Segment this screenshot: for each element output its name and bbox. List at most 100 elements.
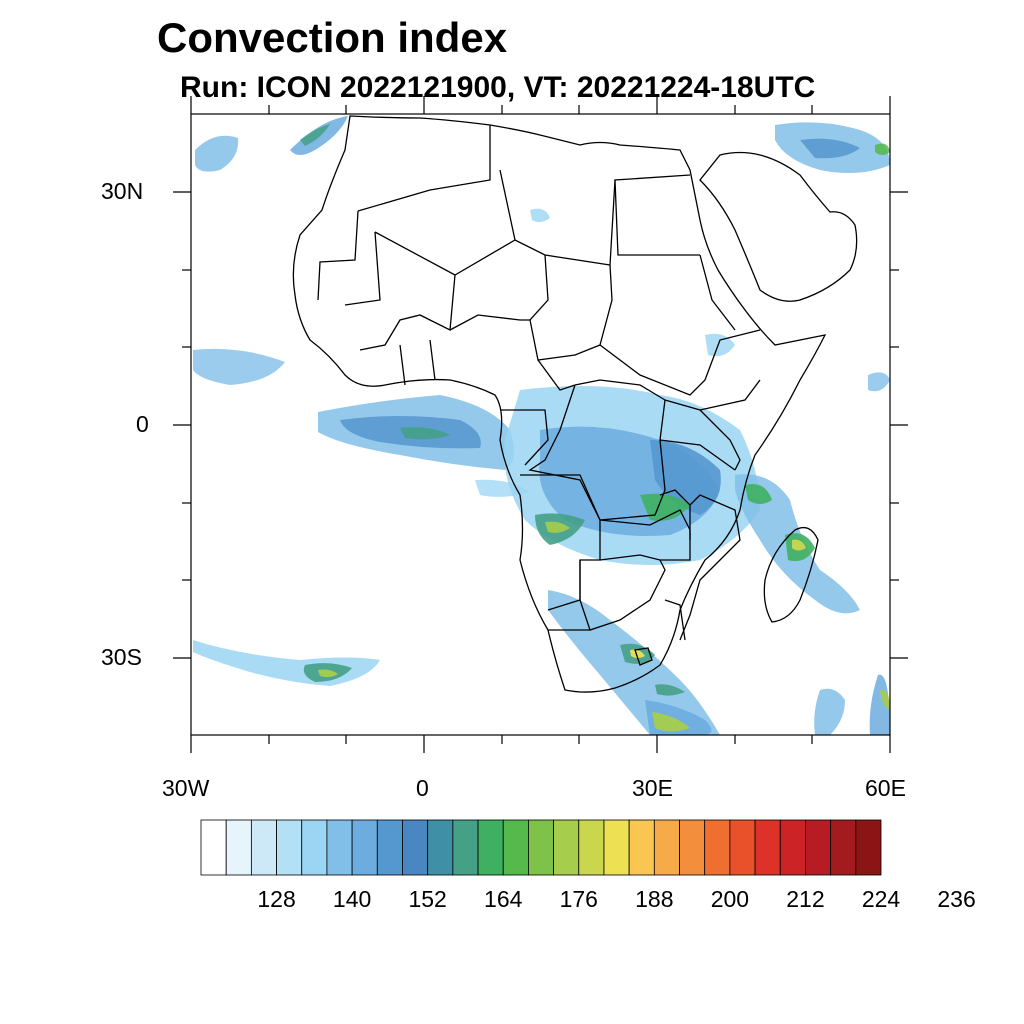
colorbar-swatch [553, 819, 580, 876]
madagascar-coastline [763, 526, 819, 623]
colorbar-swatch [225, 819, 252, 876]
lon-label-30e: 30E [632, 775, 673, 801]
lat-label-30s: 30S [101, 644, 142, 670]
colorbar-swatch [729, 819, 756, 876]
arabia-coastline [699, 151, 858, 302]
convection-area [792, 539, 806, 551]
country-border [529, 254, 613, 361]
colorbar-swatch [402, 819, 429, 876]
convection-area [640, 493, 690, 521]
run-info-subtitle: Run: ICON 2022121900, VT: 20221224-18UTC [180, 71, 816, 104]
colorbar-swatch [704, 819, 731, 876]
country-border [374, 174, 691, 276]
convection-area [400, 427, 450, 440]
colorbar-swatch [351, 819, 378, 876]
coastlines-and-borders [292, 115, 858, 693]
country-border [664, 599, 686, 641]
colorbar-label: 128 [257, 886, 296, 912]
convection-area [875, 143, 890, 155]
colorbar-swatch [250, 819, 277, 876]
colorbar-swatch [452, 819, 479, 876]
convection-area [652, 712, 690, 732]
colorbar-label: 224 [861, 886, 901, 912]
colorbar-swatch [603, 819, 630, 876]
lon-label-0: 0 [416, 775, 429, 801]
convection-area [300, 124, 330, 146]
country-border [399, 344, 406, 386]
colorbar-label: 236 [937, 886, 976, 912]
colorbar-swatch [276, 819, 303, 876]
colorbar-swatch [779, 819, 806, 876]
colorbar-label: 152 [408, 886, 447, 912]
convection-area [880, 689, 890, 710]
convection-area [195, 135, 239, 172]
convection-area [193, 640, 380, 686]
colorbar-label: 164 [484, 886, 523, 912]
country-border [699, 254, 736, 331]
colorbar-swatch [376, 819, 403, 876]
colorbar-swatch [200, 819, 227, 876]
convection-area [545, 521, 570, 533]
colorbar-label: 140 [332, 886, 372, 912]
country-border [599, 509, 691, 561]
lat-ticks [173, 191, 908, 659]
colorbar-swatch [326, 819, 353, 876]
convection-area [800, 138, 860, 159]
colorbar-swatch [628, 819, 655, 876]
country-border [528, 384, 666, 521]
country-border [359, 274, 456, 351]
lon-label-30w: 30W [162, 775, 210, 801]
convection-area [193, 348, 285, 385]
convection-area [705, 333, 735, 357]
lat-label-30n: 30N [101, 178, 144, 204]
country-border [699, 379, 761, 411]
country-border [579, 559, 666, 631]
colorbar-swatch [855, 819, 882, 876]
lon-label-60e: 60E [865, 775, 906, 801]
country-border [614, 179, 700, 256]
map-title: Convection index [157, 14, 508, 61]
convection-area [868, 372, 890, 392]
africa-coastline [292, 115, 827, 693]
colorbar-label: 188 [635, 886, 674, 912]
country-border [499, 169, 516, 241]
colorbar-swatch [528, 819, 554, 876]
colorbar-swatch [805, 819, 832, 876]
convection-area [745, 484, 772, 504]
colorbar-swatch [653, 819, 680, 876]
country-border [500, 409, 549, 466]
convection-area [475, 479, 530, 497]
colorbar-label: 176 [559, 886, 598, 912]
country-border [317, 210, 359, 301]
colorbar-swatch [679, 819, 706, 876]
lon-ticks [190, 96, 891, 753]
colorbar-swatch [427, 819, 454, 876]
convection-area [814, 688, 845, 735]
colorbar-swatch [301, 819, 328, 876]
colorbar-label: 200 [710, 886, 750, 912]
country-border [599, 329, 761, 396]
country-border [664, 399, 741, 471]
convection-area [318, 669, 338, 678]
country-border [429, 339, 436, 381]
country-border [659, 489, 691, 540]
country-border [659, 439, 736, 471]
colorbar-swatch [830, 819, 857, 876]
lat-label-0: 0 [136, 411, 149, 437]
country-border [357, 125, 491, 212]
colorbar-swatch [502, 819, 529, 876]
convection-area [869, 674, 890, 735]
convection-area [630, 649, 645, 658]
country-border [634, 647, 653, 666]
convection-area [655, 684, 685, 696]
convection-field [193, 116, 890, 735]
country-border [537, 359, 666, 401]
colorbar-swatch [477, 819, 504, 876]
convection-area [530, 208, 550, 223]
colorbar-swatch [578, 819, 605, 876]
colorbar-label: 212 [786, 886, 825, 912]
country-border [344, 231, 381, 306]
colorbar [200, 819, 882, 876]
colorbar-swatch [754, 819, 781, 876]
